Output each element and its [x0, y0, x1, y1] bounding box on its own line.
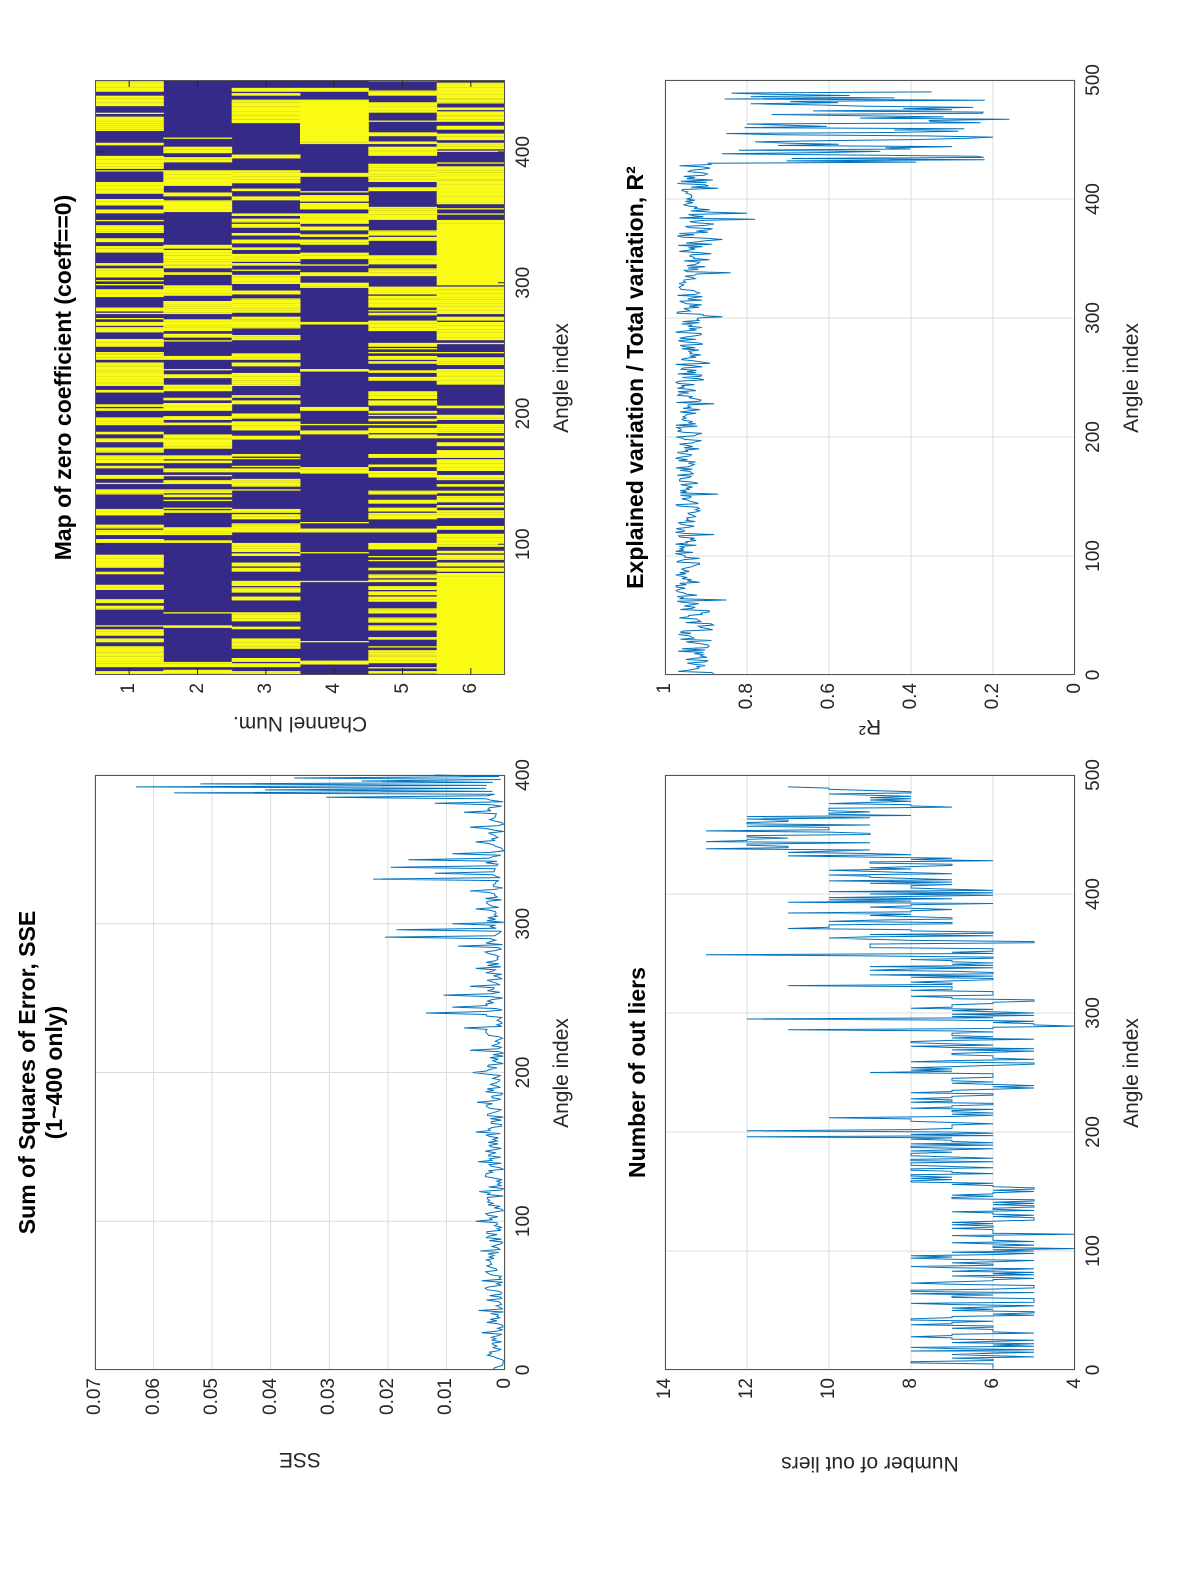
outliers-chart-title: Number of out liers	[624, 967, 650, 1178]
r2-x-tick-0: 0	[1083, 669, 1104, 681]
heatmap-x-tick-300: 300	[513, 266, 534, 299]
heatmap-y-tick-3: 3	[254, 683, 276, 694]
sse-plot-area	[94, 774, 506, 1371]
heatmap-x-tick-100: 100	[513, 528, 534, 561]
r2-x-tick-100: 100	[1083, 540, 1104, 572]
heatmap-plot-area	[95, 79, 506, 675]
outliers-y-tick-12: 12	[736, 1378, 757, 1400]
sse-series-line	[135, 774, 506, 1369]
sse-title-line2: (1~400 only)	[41, 1005, 67, 1140]
sse-y-axis-label: SSE	[278, 1448, 322, 1471]
r2-chart-title: Explained variation / Total variation, R…	[622, 166, 648, 589]
r2-x-tick-200: 200	[1083, 421, 1104, 453]
heatmap-chart-title: Map of zero coefficient (coeff==0)	[50, 194, 76, 561]
heatmap-y-tick-6: 6	[459, 683, 481, 694]
heatmap-y-tick-2: 2	[186, 683, 208, 694]
outliers-y-tick-10: 10	[818, 1378, 839, 1400]
heatmap-x-tick-400: 400	[513, 136, 534, 168]
outliers-y-tick-6: 6	[982, 1378, 1003, 1389]
r2-y-axis-label: R²	[858, 715, 882, 738]
outliers-x-tick-200: 200	[1083, 1116, 1104, 1148]
outliers-series-line	[705, 786, 1076, 1369]
sse-y-tick-0.02: 0.02	[376, 1378, 398, 1415]
r2-x-tick-400: 400	[1083, 183, 1104, 215]
r2-y-tick-1: 1	[654, 683, 675, 694]
outliers-y-tick-14: 14	[654, 1378, 675, 1400]
sse-y-tick-0.01: 0.01	[435, 1378, 457, 1415]
sse-y-tick-0.07: 0.07	[84, 1378, 105, 1415]
sse-x-tick-0: 0	[513, 1364, 534, 1376]
outliers-x-tick-300: 300	[1083, 997, 1104, 1029]
heatmap-y-axis-label: Channel Num.	[232, 712, 368, 735]
sse-y-tick-0.04: 0.04	[259, 1378, 281, 1415]
outliers-plot-border	[665, 775, 1075, 1370]
sse-grid	[94, 774, 506, 1371]
sse-x-tick-200: 200	[513, 1056, 534, 1089]
heatmap-y-tick-4: 4	[323, 683, 345, 694]
sse-x-tick-300: 300	[513, 907, 534, 940]
sse-plot-border	[95, 775, 505, 1370]
outliers-x-tick-0: 0	[1083, 1364, 1104, 1376]
r2-plot-border	[665, 80, 1075, 675]
heatmap-x-axis-label: Angle index	[550, 323, 573, 433]
r2-x-tick-300: 300	[1083, 302, 1104, 334]
sse-x-axis-label: Angle index	[550, 1018, 573, 1128]
heatmap-tick-marks	[95, 80, 505, 675]
r2-plot-area	[664, 79, 1076, 676]
r2-x-tick-500: 500	[1083, 64, 1104, 96]
sse-chart-title: Sum of Squares of Error, SSE (1~400 only…	[14, 775, 68, 1370]
heatmap-cells	[95, 79, 506, 675]
outliers-y-tick-8: 8	[900, 1378, 921, 1389]
outliers-y-axis-label: Number of out liers	[781, 1452, 959, 1475]
sse-y-tick-0.06: 0.06	[142, 1378, 164, 1415]
outliers-x-tick-500: 500	[1083, 759, 1104, 791]
sse-y-tick-0.03: 0.03	[318, 1378, 340, 1415]
outliers-x-tick-100: 100	[1083, 1235, 1104, 1267]
sse-y-tick-0: 0	[494, 1378, 515, 1389]
r2-y-tick-0.6: 0.6	[818, 683, 839, 710]
sse-x-tick-400: 400	[513, 759, 534, 791]
r2-y-tick-0.2: 0.2	[982, 683, 1003, 710]
r2-y-tick-0.8: 0.8	[736, 683, 757, 710]
outliers-x-tick-400: 400	[1083, 878, 1104, 910]
r2-x-axis-label: Angle index	[1120, 323, 1143, 433]
outliers-plot-area	[664, 774, 1076, 1371]
r2-grid	[664, 79, 1076, 676]
sse-y-tick-0.05: 0.05	[201, 1378, 223, 1415]
r2-series-line	[674, 91, 1010, 675]
outliers-x-axis-label: Angle index	[1120, 1018, 1143, 1128]
heatmap-y-tick-5: 5	[391, 683, 413, 694]
r2-y-tick-0.4: 0.4	[900, 683, 921, 710]
heatmap-y-tick-1: 1	[118, 683, 140, 694]
sse-x-tick-100: 100	[513, 1205, 534, 1238]
heatmap-plot-border	[95, 80, 505, 675]
heatmap-x-tick-200: 200	[513, 397, 534, 430]
outliers-y-tick-4: 4	[1064, 1378, 1085, 1389]
sse-title-line1: Sum of Squares of Error, SSE	[14, 910, 40, 1235]
